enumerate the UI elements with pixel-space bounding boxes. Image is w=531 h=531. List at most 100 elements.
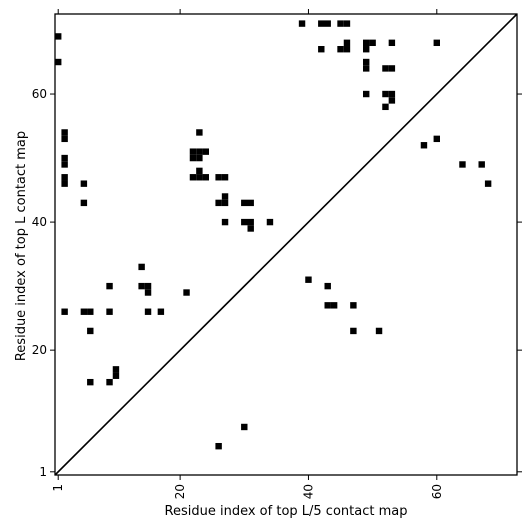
contact-point-lower bbox=[241, 423, 248, 431]
contact-point-lower bbox=[221, 193, 229, 200]
contact-point-upper bbox=[388, 39, 396, 47]
contact-point-upper bbox=[318, 20, 325, 27]
contact-point-lower bbox=[247, 218, 254, 226]
contact-point-upper bbox=[459, 161, 466, 168]
contact-point-lower bbox=[55, 58, 62, 66]
contact-point-lower bbox=[202, 174, 209, 181]
contact-point-upper bbox=[363, 90, 370, 98]
contact-point-lower bbox=[196, 129, 203, 136]
contact-point-lower bbox=[80, 308, 88, 315]
contact-point-lower bbox=[247, 225, 254, 232]
contact-point-lower bbox=[61, 308, 68, 315]
contact-point-upper bbox=[298, 20, 306, 27]
contact-point-lower bbox=[202, 148, 209, 155]
x-axis-label: Residue index of top L/5 contact map bbox=[165, 504, 408, 519]
x-tick-label: 40 bbox=[301, 484, 315, 499]
contact-point-lower bbox=[144, 308, 152, 315]
contact-point-lower bbox=[55, 33, 62, 40]
ticks-layer: 1 20 40 60 1 20 40 60 bbox=[32, 9, 522, 499]
plot-frame bbox=[54, 13, 518, 476]
contact-point-lower bbox=[215, 442, 222, 450]
contact-point-lower bbox=[144, 282, 152, 290]
contact-point-lower bbox=[61, 135, 68, 143]
contact-point-upper bbox=[433, 39, 440, 47]
contact-point-lower bbox=[324, 302, 331, 309]
contact-point-lower bbox=[61, 161, 68, 168]
contact-point-lower bbox=[305, 276, 312, 283]
diagonal-line bbox=[54, 13, 518, 476]
contact-point-upper bbox=[388, 65, 396, 72]
contact-point-upper bbox=[324, 20, 331, 27]
y-axis-label: Residue index of top L contact map bbox=[14, 131, 29, 361]
contact-point-lower bbox=[61, 154, 68, 162]
contact-point-lower bbox=[112, 372, 120, 379]
contact-point-upper bbox=[318, 46, 325, 53]
contact-point-upper bbox=[363, 39, 370, 47]
contact-point-lower bbox=[241, 218, 248, 226]
contact-point-lower bbox=[87, 308, 94, 315]
contact-point-lower bbox=[215, 174, 222, 181]
contact-point-lower bbox=[247, 199, 254, 207]
contact-point-upper bbox=[337, 46, 344, 53]
contact-point-lower bbox=[196, 174, 203, 181]
contact-point-lower bbox=[189, 174, 197, 181]
contact-point-lower bbox=[61, 174, 68, 181]
contact-point-lower bbox=[375, 327, 383, 335]
contact-point-lower bbox=[144, 289, 152, 296]
points-layer bbox=[55, 20, 492, 450]
contact-point-upper bbox=[433, 135, 440, 143]
contact-point-upper bbox=[363, 65, 370, 72]
contact-point-lower bbox=[196, 167, 203, 175]
contact-point-lower bbox=[106, 378, 113, 386]
contact-point-upper bbox=[484, 180, 492, 187]
contact-point-lower bbox=[112, 366, 120, 373]
contact-point-lower bbox=[61, 129, 68, 136]
y-tick-label: 40 bbox=[32, 215, 47, 229]
contact-point-lower bbox=[266, 218, 274, 226]
contact-point-upper bbox=[343, 46, 351, 53]
contact-point-lower bbox=[80, 199, 88, 207]
y-tick-label: 20 bbox=[32, 343, 47, 357]
contact-point-upper bbox=[420, 142, 428, 149]
contact-point-lower bbox=[350, 327, 357, 335]
contact-point-upper bbox=[343, 39, 351, 47]
contact-point-lower bbox=[138, 263, 145, 271]
contact-point-lower bbox=[61, 180, 68, 187]
contact-point-lower bbox=[221, 199, 229, 207]
contact-point-upper bbox=[363, 58, 370, 66]
contact-point-lower bbox=[87, 378, 94, 386]
contact-point-lower bbox=[330, 302, 338, 309]
contact-point-lower bbox=[189, 148, 197, 155]
contact-point-upper bbox=[363, 46, 370, 53]
x-tick-label: 60 bbox=[430, 484, 444, 499]
contact-point-upper bbox=[343, 20, 351, 27]
contact-point-lower bbox=[324, 282, 331, 290]
contact-point-upper bbox=[382, 90, 389, 98]
contact-point-upper bbox=[382, 103, 389, 111]
contact-point-lower bbox=[189, 154, 197, 162]
contact-point-lower bbox=[157, 308, 165, 315]
contact-point-lower bbox=[196, 154, 203, 162]
contact-point-upper bbox=[337, 20, 344, 27]
contact-point-upper bbox=[388, 90, 396, 98]
contact-point-upper bbox=[382, 65, 389, 72]
contact-point-lower bbox=[106, 282, 113, 290]
x-tick-label: 1 bbox=[51, 484, 65, 492]
contact-point-lower bbox=[106, 308, 113, 315]
contact-point-lower bbox=[241, 199, 248, 207]
contact-point-lower bbox=[183, 289, 190, 296]
contact-point-upper bbox=[478, 161, 485, 168]
contact-point-lower bbox=[87, 327, 94, 335]
y-tick-label: 60 bbox=[32, 87, 47, 101]
contact-point-lower bbox=[350, 302, 357, 309]
contact-point-lower bbox=[80, 180, 88, 187]
contact-point-lower bbox=[221, 218, 229, 226]
contact-point-lower bbox=[221, 174, 229, 181]
contact-point-lower bbox=[196, 148, 203, 155]
x-tick-label: 20 bbox=[173, 484, 187, 499]
contact-point-upper bbox=[388, 97, 396, 104]
contact-point-lower bbox=[215, 199, 222, 207]
y-tick-label: 1 bbox=[39, 465, 47, 479]
contact-point-upper bbox=[369, 39, 376, 47]
